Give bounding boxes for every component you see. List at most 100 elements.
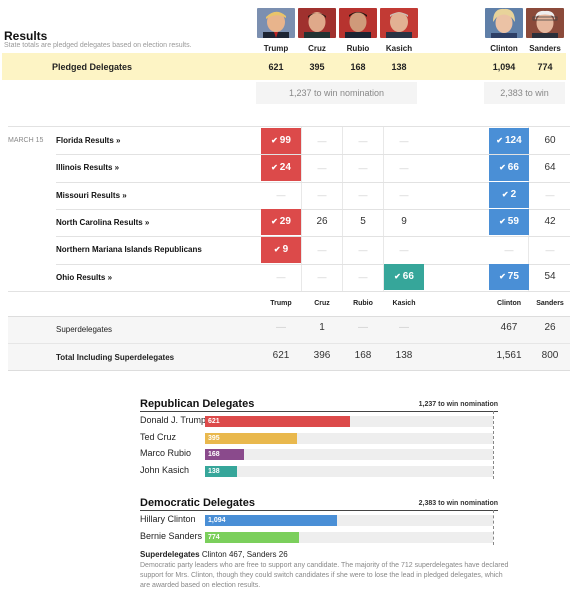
- cell-value: 2: [510, 189, 517, 200]
- bar-track: 168: [205, 449, 493, 460]
- superdelegates-value-rubio: —: [358, 322, 368, 333]
- candidate-name: Rubio: [346, 44, 370, 53]
- bar-value-label: 138: [208, 467, 220, 475]
- bar-value-label: 621: [208, 418, 220, 425]
- total-value-sanders: 800: [541, 350, 559, 361]
- result-cell-trump: ✔ 24: [261, 155, 301, 181]
- republican-section-rule: [140, 411, 498, 412]
- bar-candidate-name: Ted Cruz: [140, 431, 177, 442]
- kasich-photo: [380, 8, 418, 38]
- cell-value: —: [358, 245, 368, 255]
- result-cell-sanders: 64: [530, 155, 570, 181]
- state-results-link[interactable]: Florida Results »: [56, 136, 121, 145]
- superdelegates-value-trump: —: [276, 322, 286, 333]
- candidate-name: Cruz: [308, 44, 326, 53]
- pledged-delegates-row: [2, 53, 566, 80]
- result-cell-sanders: 42: [530, 209, 570, 235]
- checkmark-icon: ✔: [496, 136, 503, 145]
- candidate-name: Clinton: [490, 44, 518, 53]
- bar-candidate-name: Donald J. Trump: [140, 415, 207, 425]
- result-cell-rubio: —: [343, 237, 383, 263]
- republican-win-threshold: 1,237 to win nomination: [256, 82, 417, 104]
- pledged-value-clinton: 1,094: [492, 62, 516, 72]
- delegate-bar: 1,094: [205, 515, 338, 526]
- bar-value-label: 1,094: [208, 517, 226, 524]
- trump-photo: [257, 8, 295, 38]
- pledged-value-kasich: 138: [391, 62, 407, 72]
- column-header-cruz: Cruz: [314, 300, 330, 307]
- bar-track: 774: [205, 531, 493, 543]
- table-top-rule: [8, 126, 570, 127]
- state-results-link[interactable]: Ohio Results »: [56, 272, 113, 282]
- cell-value: —: [358, 163, 368, 173]
- cell-value: 54: [544, 271, 556, 282]
- row-divider: [56, 154, 570, 155]
- row-divider: [56, 209, 570, 210]
- candidate-trump: Trump: [256, 8, 296, 53]
- column-header-rubio: Rubio: [353, 300, 373, 307]
- cell-value: 42: [544, 216, 556, 227]
- bar-track: 621: [205, 416, 493, 427]
- state-results-link[interactable]: Illinois Results »: [56, 163, 120, 173]
- date-label: MARCH 15: [8, 137, 44, 144]
- candidate-kasich: Kasich: [379, 8, 419, 53]
- superdelegates-note-values: Clinton 467, Sanders 26: [201, 550, 288, 559]
- pledged-value-cruz: 395: [309, 62, 325, 72]
- result-cell-sanders: 60: [530, 128, 570, 154]
- cell-value: —: [317, 136, 327, 146]
- cell-value: —: [399, 245, 409, 255]
- total-value-cruz: 396: [313, 350, 331, 361]
- row-divider: [56, 236, 570, 237]
- delegate-bar: 168: [205, 449, 245, 460]
- republican-win-label: 1,237 to win nomination: [418, 401, 498, 408]
- result-cell-trump: ✔ 99: [261, 128, 301, 154]
- checkmark-icon: ✔: [501, 190, 509, 199]
- result-cell-sanders: —: [530, 237, 570, 263]
- bar-track: 138: [205, 465, 493, 477]
- result-cell-kasich: —: [384, 155, 424, 181]
- result-cell-cruz: —: [302, 128, 342, 154]
- result-cell-trump: ✔ 29: [261, 209, 301, 235]
- total-label: Total Including Superdelegates: [56, 353, 175, 362]
- total-value-rubio: 168: [354, 350, 372, 361]
- cell-value: 66: [507, 162, 519, 173]
- superdelegates-line: Superdelegates Clinton 467, Sanders 26: [140, 550, 288, 559]
- superdelegates-value-sanders: 26: [544, 322, 556, 333]
- result-cell-clinton: ✔ 59: [489, 209, 529, 235]
- bar-candidate-name: Marco Rubio: [140, 448, 192, 458]
- clinton-photo: [485, 8, 523, 38]
- result-cell-kasich: —: [384, 237, 424, 263]
- candidate-name: Sanders: [529, 44, 561, 53]
- cruz-photo: [298, 8, 336, 38]
- result-cell-rubio: —: [343, 128, 383, 154]
- result-cell-cruz: —: [302, 237, 342, 263]
- superdelegates-note-text: Democratic party leaders who are free to…: [140, 562, 509, 589]
- checkmark-icon: ✔: [273, 245, 281, 254]
- table-bottom-rule: [8, 291, 570, 292]
- state-results-link[interactable]: North Carolina Results »: [56, 217, 150, 227]
- delegate-bar: 621: [205, 416, 350, 427]
- cell-value: 75: [507, 271, 519, 282]
- state-results-link[interactable]: Missouri Results »: [56, 190, 127, 200]
- win-threshold-line: [493, 510, 494, 545]
- candidate-clinton: Clinton: [484, 8, 524, 53]
- cell-value: 66: [402, 271, 414, 282]
- candidate-name: Kasich: [385, 44, 413, 53]
- pledged-value-rubio: 168: [350, 62, 366, 72]
- cell-value: 24: [279, 162, 291, 173]
- total-value-trump: 621: [272, 350, 290, 361]
- result-cell-clinton: —: [489, 237, 529, 263]
- total-value-kasich: 138: [395, 350, 413, 361]
- checkmark-icon: ✔: [271, 136, 278, 145]
- superdelegates-note-label: Superdelegates: [140, 550, 200, 559]
- candidate-cruz: Cruz: [297, 8, 337, 53]
- cell-value: 59: [507, 216, 519, 227]
- cell-value: 124: [505, 135, 522, 146]
- delegate-bar: 138: [205, 465, 238, 477]
- bar-track: 1,094: [205, 515, 493, 526]
- cell-value: —: [317, 163, 327, 173]
- cell-value: —: [358, 190, 368, 200]
- candidate-rubio: Rubio: [338, 8, 378, 53]
- bar-candidate-name: Bernie Sanders: [140, 530, 203, 541]
- cell-value: 9: [282, 244, 289, 255]
